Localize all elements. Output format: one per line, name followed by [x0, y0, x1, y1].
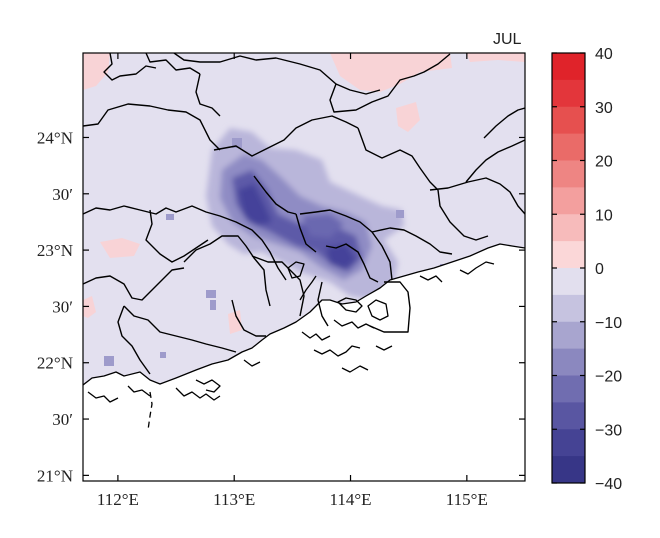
ocean — [83, 244, 525, 481]
coastline — [83, 243, 525, 431]
latitude-axis: 24°N 30′ 23°N 30′ 22°N 30′ 21°N — [37, 128, 525, 485]
colorbar-segment — [552, 106, 585, 135]
lat-tick-label: 21°N — [37, 466, 73, 485]
colorbar-segment — [552, 402, 585, 430]
colorbar-labels: 40 30 20 10 0 −10 −20 −30 −40 — [552, 46, 622, 493]
colorbar-label: −40 — [595, 476, 622, 493]
admin-boundaries — [83, 53, 525, 375]
colorbar-segment — [552, 79, 585, 108]
colorbar-segment — [552, 214, 585, 242]
colorbar-segment — [552, 53, 585, 81]
positive-anomaly-patches — [83, 53, 525, 334]
map-title: JUL — [493, 31, 522, 48]
colorbar-segment — [552, 375, 585, 403]
colorbar-label: 20 — [595, 154, 613, 171]
colorbar-segment — [552, 348, 585, 376]
colorbar-segment — [552, 294, 585, 323]
colorbar-label: 0 — [595, 261, 604, 278]
colorbar-segment — [552, 133, 585, 161]
lon-tick-label: 115°E — [446, 490, 488, 509]
colorbar-segment — [552, 429, 585, 457]
colorbar — [551, 52, 586, 484]
lat-tick-label: 30′ — [52, 410, 73, 429]
colorbar-label: 10 — [595, 207, 613, 224]
colorbar-segment — [552, 456, 585, 484]
lon-tick-label: 114°E — [329, 490, 371, 509]
colorbar-label: −20 — [595, 369, 622, 386]
colorbar-label: −30 — [595, 422, 622, 439]
lat-tick-label: 30′ — [52, 185, 73, 204]
colorbar-label: 40 — [595, 46, 613, 63]
colorbar-segment — [552, 187, 585, 215]
lat-tick-label: 30′ — [52, 297, 73, 316]
lat-tick-label: 24°N — [37, 128, 73, 147]
map-frame — [82, 52, 526, 482]
colorbar-segment — [552, 160, 585, 188]
lat-tick-label: 23°N — [37, 241, 73, 260]
map-panel — [83, 53, 525, 481]
colorbar-label: 30 — [595, 100, 613, 117]
colorbar-segment — [552, 268, 585, 296]
colorbar-label: −10 — [595, 315, 622, 332]
lon-tick-label: 113°E — [213, 490, 255, 509]
lat-tick-label: 22°N — [37, 354, 73, 373]
colorbar-segment — [552, 241, 585, 269]
colorbar-segment — [552, 321, 585, 350]
longitude-axis: 112°E 113°E 114°E 115°E — [97, 53, 488, 509]
lon-tick-label: 112°E — [97, 490, 139, 509]
